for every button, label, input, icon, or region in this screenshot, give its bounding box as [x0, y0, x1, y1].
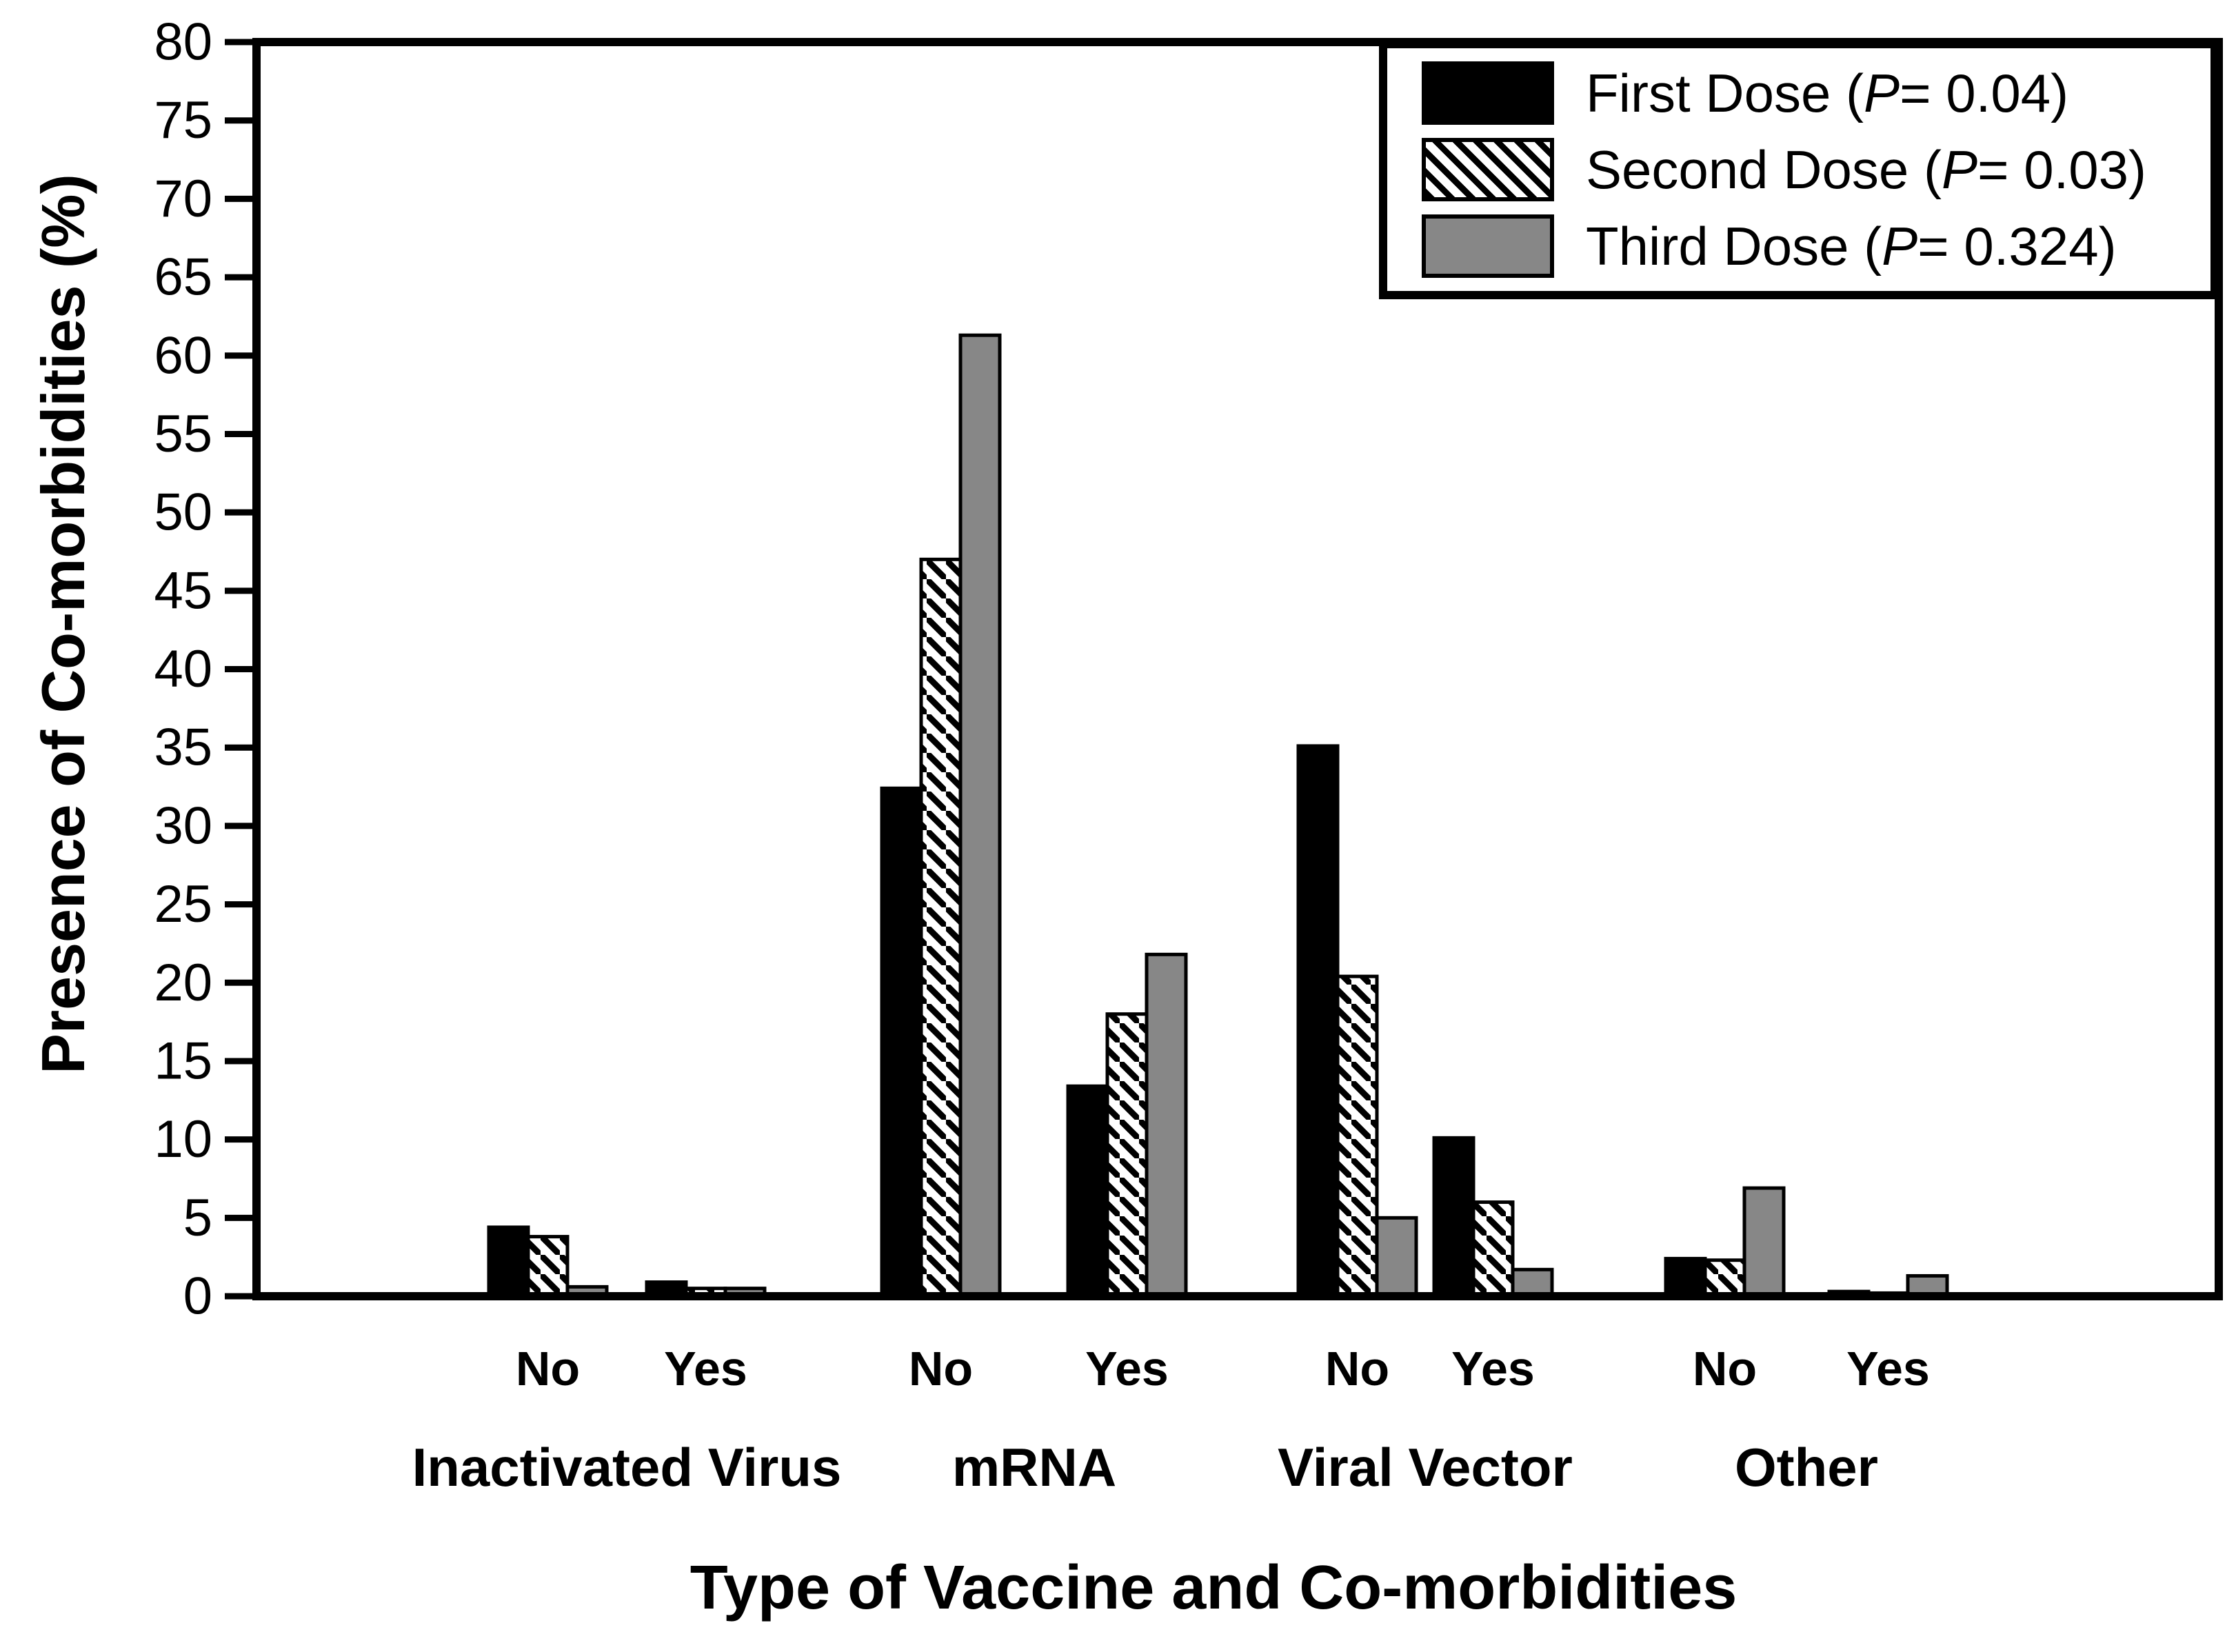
y-tick-label: 75 — [154, 91, 212, 150]
x-category-label-other: Other — [1735, 1437, 1878, 1498]
x-subgroup-label-mrna-yes: Yes — [1085, 1342, 1169, 1396]
y-tick-label: 30 — [154, 796, 212, 855]
y-tick-label: 25 — [154, 875, 212, 934]
legend-label-text: Second Dose ( — [1586, 139, 1942, 200]
x-subgroup-label-other-no: No — [1693, 1342, 1757, 1396]
legend-label-third-dose: Third Dose (P= 0.324) — [1586, 215, 2117, 278]
bar-second-dose-mrna-yes — [1105, 1012, 1149, 1298]
x-category-label-inactivated-virus: Inactivated Virus — [412, 1437, 842, 1498]
y-tick-label: 35 — [154, 718, 212, 777]
x-axis-title: Type of Vaccine and Co-morbidities — [689, 1553, 1738, 1622]
y-tick-label: 10 — [154, 1110, 212, 1169]
y-tick-label: 60 — [154, 326, 212, 385]
y-tick-label: 50 — [154, 483, 212, 542]
x-category-label-viral-vector: Viral Vector — [1278, 1437, 1573, 1498]
legend-swatch-second-dose — [1422, 138, 1554, 201]
legend-swatch-third-dose — [1422, 214, 1554, 278]
bars — [487, 333, 1949, 1298]
bar-first-dose-viral-vector-no — [1296, 744, 1340, 1298]
x-category-labels: Inactivated Virus mRNA Viral Vector Other — [412, 1437, 1878, 1498]
legend-label-first-dose: First Dose (P= 0.04) — [1586, 62, 2068, 125]
bar-third-dose-viral-vector-no — [1375, 1216, 1418, 1298]
x-subgroup-labels: No Yes No Yes No Yes No Yes — [516, 1342, 1930, 1396]
bar-third-dose-mrna-yes — [1145, 952, 1188, 1298]
bar-second-dose-other-no — [1703, 1258, 1746, 1298]
x-subgroup-label-other-yes: Yes — [1846, 1342, 1930, 1396]
bar-third-dose-other-no — [1742, 1186, 1786, 1298]
y-tick-label: 5 — [183, 1189, 212, 1247]
legend-label-p-italic: P — [1882, 215, 1918, 276]
y-tick-label: 15 — [154, 1031, 212, 1090]
y-tick-label: 0 — [183, 1267, 212, 1326]
x-subgroup-label-mrna-no: No — [909, 1342, 973, 1396]
x-subgroup-label-inactivated-virus-yes: Yes — [664, 1342, 747, 1396]
legend-label-text: = 0.324) — [1917, 215, 2117, 276]
y-tick-label: 80 — [154, 13, 212, 72]
bar-second-dose-viral-vector-yes — [1471, 1200, 1515, 1298]
legend-entry-third-dose: Third Dose (P= 0.324) — [1422, 214, 2210, 278]
bar-third-dose-mrna-no — [958, 333, 1002, 1298]
y-tick-label: 20 — [154, 954, 212, 1012]
plot-frame — [252, 38, 2223, 1300]
y-tick-label: 70 — [154, 170, 212, 228]
legend-swatch-first-dose — [1422, 61, 1554, 125]
x-category-label-mrna: mRNA — [952, 1437, 1116, 1498]
legend-label-text: = 0.03) — [1977, 139, 2146, 200]
y-tick-label: 65 — [154, 248, 212, 307]
bar-first-dose-other-no — [1664, 1256, 1707, 1298]
bar-second-dose-inactivated-virus-no — [526, 1235, 570, 1298]
legend: First Dose (P= 0.04) Second Dose (P= 0.0… — [1379, 40, 2219, 299]
x-subgroup-label-viral-vector-yes: Yes — [1451, 1342, 1535, 1396]
bar-second-dose-viral-vector-no — [1336, 974, 1379, 1298]
bar-first-dose-inactivated-virus-no — [487, 1225, 530, 1298]
x-subgroup-label-viral-vector-no: No — [1325, 1342, 1389, 1396]
legend-entry-first-dose: First Dose (P= 0.04) — [1422, 61, 2210, 125]
y-axis-ticks: 0 5 10 15 20 25 30 35 40 45 50 55 60 65 70 75 80 — [154, 13, 254, 1326]
bar-first-dose-mrna-no — [880, 786, 923, 1298]
legend-label-p-italic: P — [1864, 62, 1900, 123]
legend-label-p-italic: P — [1941, 139, 1977, 200]
y-axis-title: Presence of Co-morbidities (%) — [29, 174, 97, 1074]
bar-second-dose-mrna-no — [919, 557, 963, 1298]
legend-label-text: First Dose ( — [1586, 62, 1864, 123]
y-tick-label: 45 — [154, 561, 212, 620]
y-tick-label: 40 — [154, 640, 212, 698]
bar-first-dose-mrna-yes — [1066, 1084, 1109, 1298]
x-subgroup-label-inactivated-virus-no: No — [516, 1342, 580, 1396]
bar-first-dose-viral-vector-yes — [1432, 1136, 1475, 1298]
legend-label-second-dose: Second Dose (P= 0.03) — [1586, 139, 2146, 201]
y-tick-label: 55 — [154, 405, 212, 463]
legend-entry-second-dose: Second Dose (P= 0.03) — [1422, 138, 2210, 201]
legend-label-text: = 0.04) — [1900, 62, 2069, 123]
legend-label-text: Third Dose ( — [1586, 215, 1882, 276]
